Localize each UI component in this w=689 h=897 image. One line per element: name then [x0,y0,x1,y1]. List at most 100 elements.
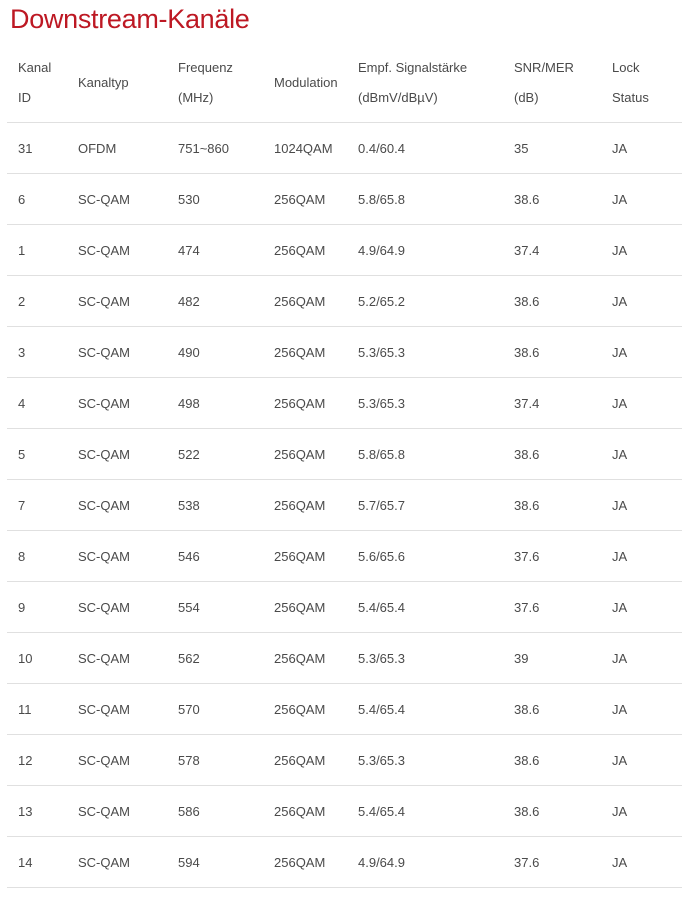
cell-frequenz: 482 [167,275,263,327]
cell-signalstaerke: 5.7/65.7 [347,479,503,531]
cell-snr-mer: 38.6 [503,683,601,735]
cell-frequenz: 490 [167,326,263,378]
cell-kanal-id: 11 [7,683,67,735]
cell-frequenz: 498 [167,377,263,429]
table-row: 13 SC-QAM 586 256QAM 5.4/65.4 38.6 JA [7,785,682,837]
cell-kanaltyp: SC-QAM [67,173,167,225]
cell-frequenz: 474 [167,224,263,276]
cell-frequenz: 538 [167,479,263,531]
cell-frequenz: 546 [167,530,263,582]
cell-modulation: 256QAM [263,785,347,837]
column-header-lock-status: Lock Status [601,44,682,123]
cell-kanaltyp: SC-QAM [67,326,167,378]
column-header-snr-mer: SNR/MER (dB) [503,44,601,123]
column-header-label: Lock [612,60,640,75]
cell-signalstaerke: 5.3/65.3 [347,632,503,684]
cell-kanaltyp: SC-QAM [67,683,167,735]
cell-frequenz: 562 [167,632,263,684]
cell-frequenz: 522 [167,428,263,480]
cell-signalstaerke: 5.3/65.3 [347,326,503,378]
cell-snr-mer: 39 [503,632,601,684]
cell-signalstaerke: 5.4/65.4 [347,581,503,633]
column-header-sublabel: (dB) [514,90,539,105]
cell-kanaltyp: SC-QAM [67,785,167,837]
cell-lock-status: JA [601,326,682,378]
column-header-sublabel: Status [612,90,649,105]
column-header-label: Kanal [18,60,52,75]
cell-lock-status: JA [601,785,682,837]
cell-modulation: 256QAM [263,224,347,276]
column-header-label: Frequenz [178,60,233,75]
cell-kanal-id: 12 [7,734,67,786]
column-header-kanal-id: Kanal ID [7,44,67,123]
table-header-row: Kanal ID Kanaltyp Frequenz (MHz) Modulat… [7,44,682,123]
cell-frequenz: 586 [167,785,263,837]
cell-lock-status: JA [601,734,682,786]
cell-lock-status: JA [601,173,682,225]
table-row: 10 SC-QAM 562 256QAM 5.3/65.3 39 JA [7,632,682,684]
cell-lock-status: JA [601,836,682,888]
cell-kanal-id: 7 [7,479,67,531]
cell-kanal-id: 8 [7,530,67,582]
table-row: 11 SC-QAM 570 256QAM 5.4/65.4 38.6 JA [7,683,682,735]
cell-signalstaerke: 5.8/65.8 [347,428,503,480]
cell-kanal-id: 6 [7,173,67,225]
cell-signalstaerke: 5.8/65.8 [347,173,503,225]
table-row: 4 SC-QAM 498 256QAM 5.3/65.3 37.4 JA [7,377,682,429]
cell-lock-status: JA [601,122,682,174]
table-row: 9 SC-QAM 554 256QAM 5.4/65.4 37.6 JA [7,581,682,633]
cell-signalstaerke: 4.9/64.9 [347,836,503,888]
column-header-sublabel: ID [18,90,31,105]
cell-snr-mer: 38.6 [503,326,601,378]
cell-kanaltyp: SC-QAM [67,581,167,633]
cell-lock-status: JA [601,275,682,327]
cell-snr-mer: 37.6 [503,836,601,888]
table-row: 7 SC-QAM 538 256QAM 5.7/65.7 38.6 JA [7,479,682,531]
column-header-label: SNR/MER [514,60,574,75]
cell-kanal-id: 9 [7,581,67,633]
cell-signalstaerke: 5.3/65.3 [347,734,503,786]
cell-lock-status: JA [601,377,682,429]
cell-lock-status: JA [601,479,682,531]
cell-modulation: 256QAM [263,275,347,327]
cell-frequenz: 570 [167,683,263,735]
cell-snr-mer: 37.6 [503,581,601,633]
cell-frequenz: 530 [167,173,263,225]
cell-modulation: 256QAM [263,581,347,633]
cell-modulation: 256QAM [263,836,347,888]
cell-kanal-id: 4 [7,377,67,429]
cell-kanaltyp: SC-QAM [67,275,167,327]
cell-kanaltyp: OFDM [67,122,167,174]
cell-snr-mer: 37.4 [503,224,601,276]
cell-frequenz: 578 [167,734,263,786]
cell-modulation: 256QAM [263,530,347,582]
cell-modulation: 256QAM [263,479,347,531]
cell-lock-status: JA [601,224,682,276]
cell-lock-status: JA [601,581,682,633]
column-header-frequenz: Frequenz (MHz) [167,44,263,123]
cell-signalstaerke: 5.4/65.4 [347,683,503,735]
cell-snr-mer: 37.6 [503,530,601,582]
cell-lock-status: JA [601,530,682,582]
cell-snr-mer: 38.6 [503,785,601,837]
cell-kanaltyp: SC-QAM [67,224,167,276]
cell-signalstaerke: 5.4/65.4 [347,785,503,837]
column-header-label: Empf. Signalstärke [358,60,468,75]
column-header-label: Modulation [274,75,338,90]
table-row: 5 SC-QAM 522 256QAM 5.8/65.8 38.6 JA [7,428,682,480]
cell-kanaltyp: SC-QAM [67,632,167,684]
cell-signalstaerke: 5.6/65.6 [347,530,503,582]
column-header-sublabel: (dBmV/dBµV) [358,90,438,105]
cell-modulation: 1024QAM [263,122,347,174]
cell-frequenz: 554 [167,581,263,633]
cell-kanaltyp: SC-QAM [67,734,167,786]
cell-kanaltyp: SC-QAM [67,428,167,480]
table-body: 31 OFDM 751~860 1024QAM 0.4/60.4 35 JA 6 SC-QAM 5… [7,122,682,888]
column-header-label: Kanaltyp [78,75,129,90]
cell-kanal-id: 13 [7,785,67,837]
cell-kanaltyp: SC-QAM [67,836,167,888]
cell-modulation: 256QAM [263,173,347,225]
cell-snr-mer: 38.6 [503,479,601,531]
column-header-modulation: Modulation [263,44,347,123]
cell-modulation: 256QAM [263,326,347,378]
